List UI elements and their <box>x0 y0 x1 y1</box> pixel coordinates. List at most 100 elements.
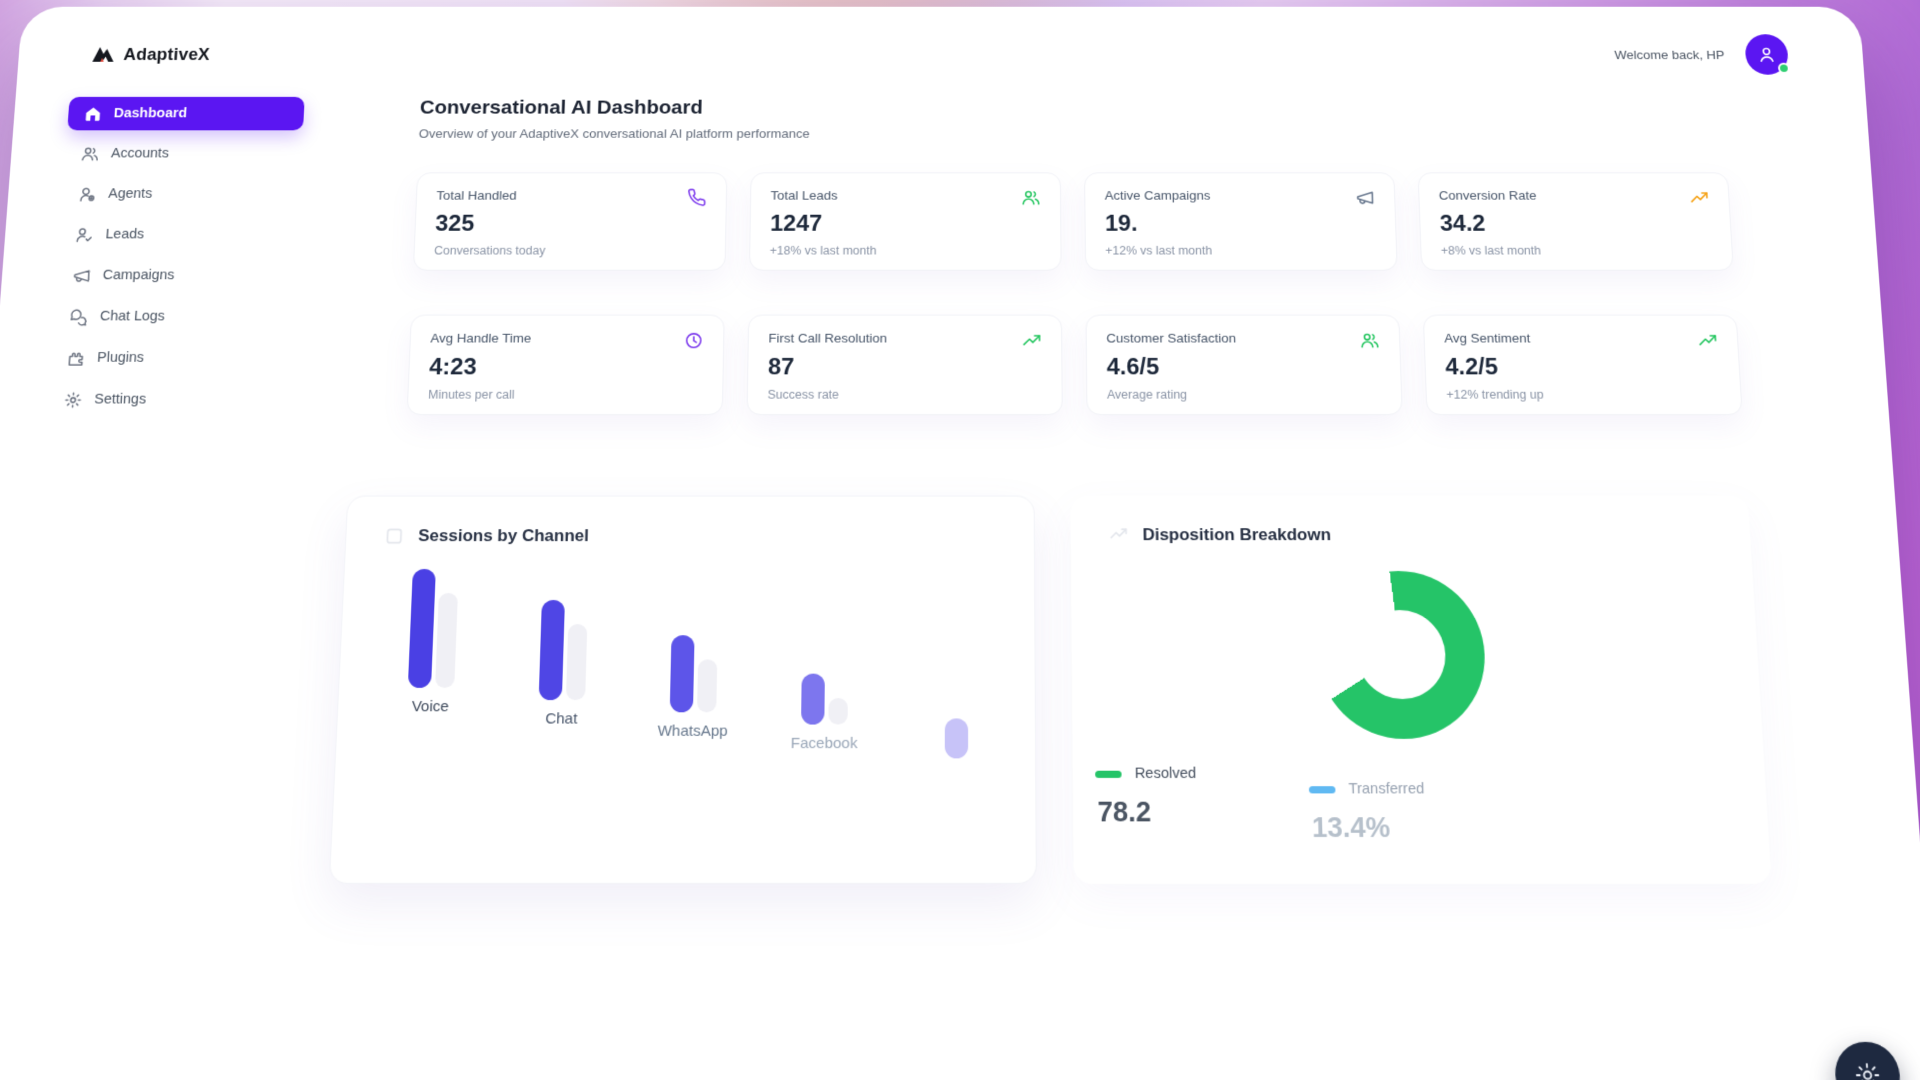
settings-fab-button[interactable] <box>1833 1042 1902 1080</box>
legend-item-transferred: Transferred 13.4% <box>1309 781 1525 844</box>
agent-icon <box>78 185 98 203</box>
desktop-background: AdaptiveX Welcome back, HP Dashboard Acc… <box>0 0 1920 1080</box>
welcome-text: Welcome back, HP <box>1614 48 1725 62</box>
stat-value: 1247 <box>770 211 1041 237</box>
sidebar-item-plugins[interactable]: Plugins <box>50 341 292 376</box>
topbar: AdaptiveX Welcome back, HP <box>17 7 1865 84</box>
disposition-legend: Resolved 78.2 Transferred 13.4% <box>1072 739 1769 844</box>
sidebar-item-label: Campaigns <box>102 268 175 283</box>
sidebar-item-dashboard[interactable]: Dashboard <box>67 97 305 130</box>
channel-bar <box>801 674 825 725</box>
online-status-dot <box>1778 63 1790 74</box>
stat-card-total-leads: Total Leads 1247 +18% vs last month <box>749 172 1062 270</box>
brand-logo-icon <box>91 45 115 63</box>
user-icon <box>1755 44 1777 64</box>
sidebar-nav: Dashboard Accounts Agents Leads Campaign… <box>13 97 305 884</box>
sidebar-item-label: Dashboard <box>113 106 187 121</box>
trend-faint-icon <box>1108 525 1128 545</box>
user-avatar[interactable] <box>1744 34 1789 74</box>
charts-row: Sessions by Channel Voice Chat WhatsApp … <box>329 496 1772 884</box>
sidebar-item-settings[interactable]: Settings <box>47 382 290 417</box>
trend-icon <box>1697 331 1718 350</box>
bar-group-facebook: Facebook <box>801 674 848 753</box>
phone-icon <box>687 188 707 207</box>
sidebar-item-label: Chat Logs <box>99 309 165 324</box>
stat-card-avg-handle-time: Avg Handle Time 4:23 Minutes per call <box>407 315 725 416</box>
dashboard-app-window: AdaptiveX Welcome back, HP Dashboard Acc… <box>0 7 1920 1080</box>
megaphone-icon <box>1355 188 1375 207</box>
gear-icon <box>1853 1061 1882 1080</box>
stat-label: Conversion Rate <box>1439 188 1537 202</box>
leads-icon <box>75 226 95 244</box>
channel-bar <box>670 635 695 712</box>
sidebar-item-agents[interactable]: Agents <box>61 177 300 211</box>
stat-subtext: Minutes per call <box>428 388 703 402</box>
stat-label: Customer Satisfaction <box>1106 331 1236 345</box>
gear-icon <box>63 390 83 408</box>
channel-bar <box>408 569 436 688</box>
channel-label: Voice <box>411 698 449 715</box>
legend-label: Transferred <box>1348 781 1424 798</box>
home-icon <box>83 105 103 123</box>
sessions-by-channel-panel: Sessions by Channel Voice Chat WhatsApp … <box>329 496 1037 884</box>
channel-bar-track <box>697 659 717 712</box>
trend-icon <box>1689 188 1710 207</box>
stat-card-customer-satisfaction: Customer Satisfaction 4.6/5 Average rati… <box>1086 315 1403 416</box>
stat-card-conversion-rate: Conversion Rate 34.2 +8% vs last month <box>1418 172 1734 270</box>
stat-card-avg-sentiment: Avg Sentiment 4.2/5 +12% trending up <box>1423 315 1743 416</box>
bar-group-whatsapp: WhatsApp <box>669 635 718 740</box>
sidebar-item-campaigns[interactable]: Campaigns <box>56 258 297 292</box>
clock-icon <box>684 331 704 350</box>
legend-label: Resolved <box>1135 766 1197 782</box>
channel-label: WhatsApp <box>657 723 727 740</box>
sidebar-item-chat-logs[interactable]: Chat Logs <box>53 299 294 334</box>
legend-value: 78.2 <box>1097 797 1310 829</box>
stat-value: 4.2/5 <box>1445 354 1720 381</box>
stat-value: 325 <box>435 211 706 237</box>
stat-label: Active Campaigns <box>1105 188 1211 202</box>
channel-bar-track <box>435 593 458 688</box>
donut-wrap <box>1071 545 1763 739</box>
channel-label: Facebook <box>791 735 858 752</box>
topbar-right: Welcome back, HP <box>1613 34 1789 74</box>
bar-group-item <box>933 718 980 768</box>
users-icon <box>1360 331 1380 350</box>
sidebar-item-label: Accounts <box>111 146 170 161</box>
brand-name: AdaptiveX <box>123 45 211 64</box>
stat-card-total-handled: Total Handled 325 Conversations today <box>413 172 727 270</box>
stat-value: 87 <box>768 354 1042 381</box>
stat-subtext: +18% vs last month <box>770 244 1041 257</box>
stat-subtext: Success rate <box>767 388 1041 402</box>
sessions-chart-title: Sessions by Channel <box>418 526 589 546</box>
channel-bar-track <box>566 624 587 700</box>
page-title: Conversational AI Dashboard <box>419 97 1724 119</box>
app-layout: Dashboard Accounts Agents Leads Campaign… <box>0 84 1920 884</box>
chat-icon <box>69 307 89 325</box>
puzzle-icon <box>66 349 86 367</box>
channel-bar <box>539 600 565 700</box>
channel-label: Chat <box>545 710 578 727</box>
sidebar-item-leads[interactable]: Leads <box>59 218 299 252</box>
chart-square-icon <box>384 526 405 546</box>
stat-label: Total Handled <box>436 188 517 202</box>
stat-subtext: Average rating <box>1107 388 1382 402</box>
stat-card-active-campaigns: Active Campaigns 19. +12% vs last month <box>1084 172 1398 270</box>
channel-bar <box>944 718 967 758</box>
bar-group-voice: Voice <box>407 569 459 715</box>
legend-swatch <box>1309 786 1336 793</box>
main-content: Conversational AI Dashboard Overview of … <box>386 97 1771 884</box>
users-icon <box>80 145 100 163</box>
brand-logo: AdaptiveX <box>91 45 210 64</box>
sessions-panel-header: Sessions by Channel <box>346 497 1034 547</box>
stats-grid: Total Handled 325 Conversations today To… <box>407 172 1743 415</box>
megaphone-icon <box>72 266 92 284</box>
users-icon <box>1021 188 1041 207</box>
sidebar-item-accounts[interactable]: Accounts <box>64 137 302 171</box>
legend-value: 13.4% <box>1311 812 1524 844</box>
stat-label: First Call Resolution <box>768 331 887 345</box>
sidebar-item-label: Settings <box>94 392 147 408</box>
disposition-donut-chart <box>1315 571 1488 739</box>
stat-subtext: +12% vs last month <box>1105 244 1376 257</box>
page-subtitle: Overview of your AdaptiveX conversationa… <box>418 127 1725 141</box>
stat-value: 4.6/5 <box>1107 354 1381 381</box>
